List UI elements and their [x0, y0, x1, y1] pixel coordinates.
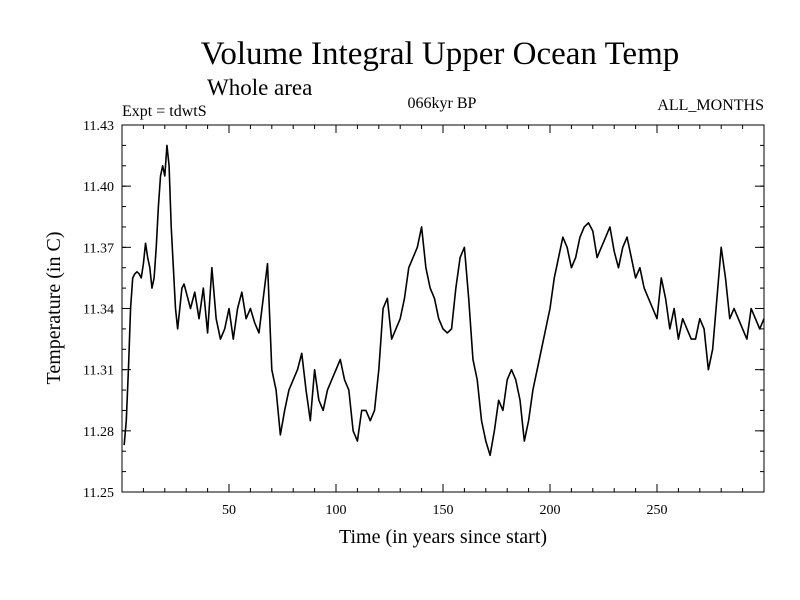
y-tick-label: 11.43: [83, 119, 114, 134]
x-tick-label: 100: [326, 503, 347, 518]
y-tick-label: 11.40: [83, 180, 114, 195]
x-tick-label: 50: [222, 503, 236, 518]
period-label: 066kyr BP: [408, 95, 477, 112]
y-tick-label: 11.28: [83, 425, 114, 440]
experiment-label: Expt = tdwtS: [122, 103, 207, 120]
x-tick-label: 150: [433, 503, 454, 518]
x-tick-label: 200: [540, 503, 561, 518]
plot-frame: [121, 124, 765, 493]
chart-title: Volume Integral Upper Ocean Temp: [201, 36, 679, 72]
x-tick-label: 250: [647, 503, 668, 518]
months-label: ALL_MONTHS: [657, 97, 764, 114]
x-axis-label: Time (in years since start): [339, 526, 547, 548]
tick-labels: 50 100 150 200 250 11.25 11.28 11.31 11.34 11.37 1…: [83, 119, 667, 518]
y-tick-label: 11.37: [83, 241, 114, 256]
chart-subtitle: Whole area: [207, 75, 312, 100]
series-line: [123, 144, 765, 457]
y-tick-label: 11.25: [83, 486, 114, 501]
y-tick-label: 11.34: [83, 303, 114, 318]
y-tick-label: 11.31: [83, 364, 114, 379]
y-axis-label: Temperature (in C): [43, 232, 65, 385]
